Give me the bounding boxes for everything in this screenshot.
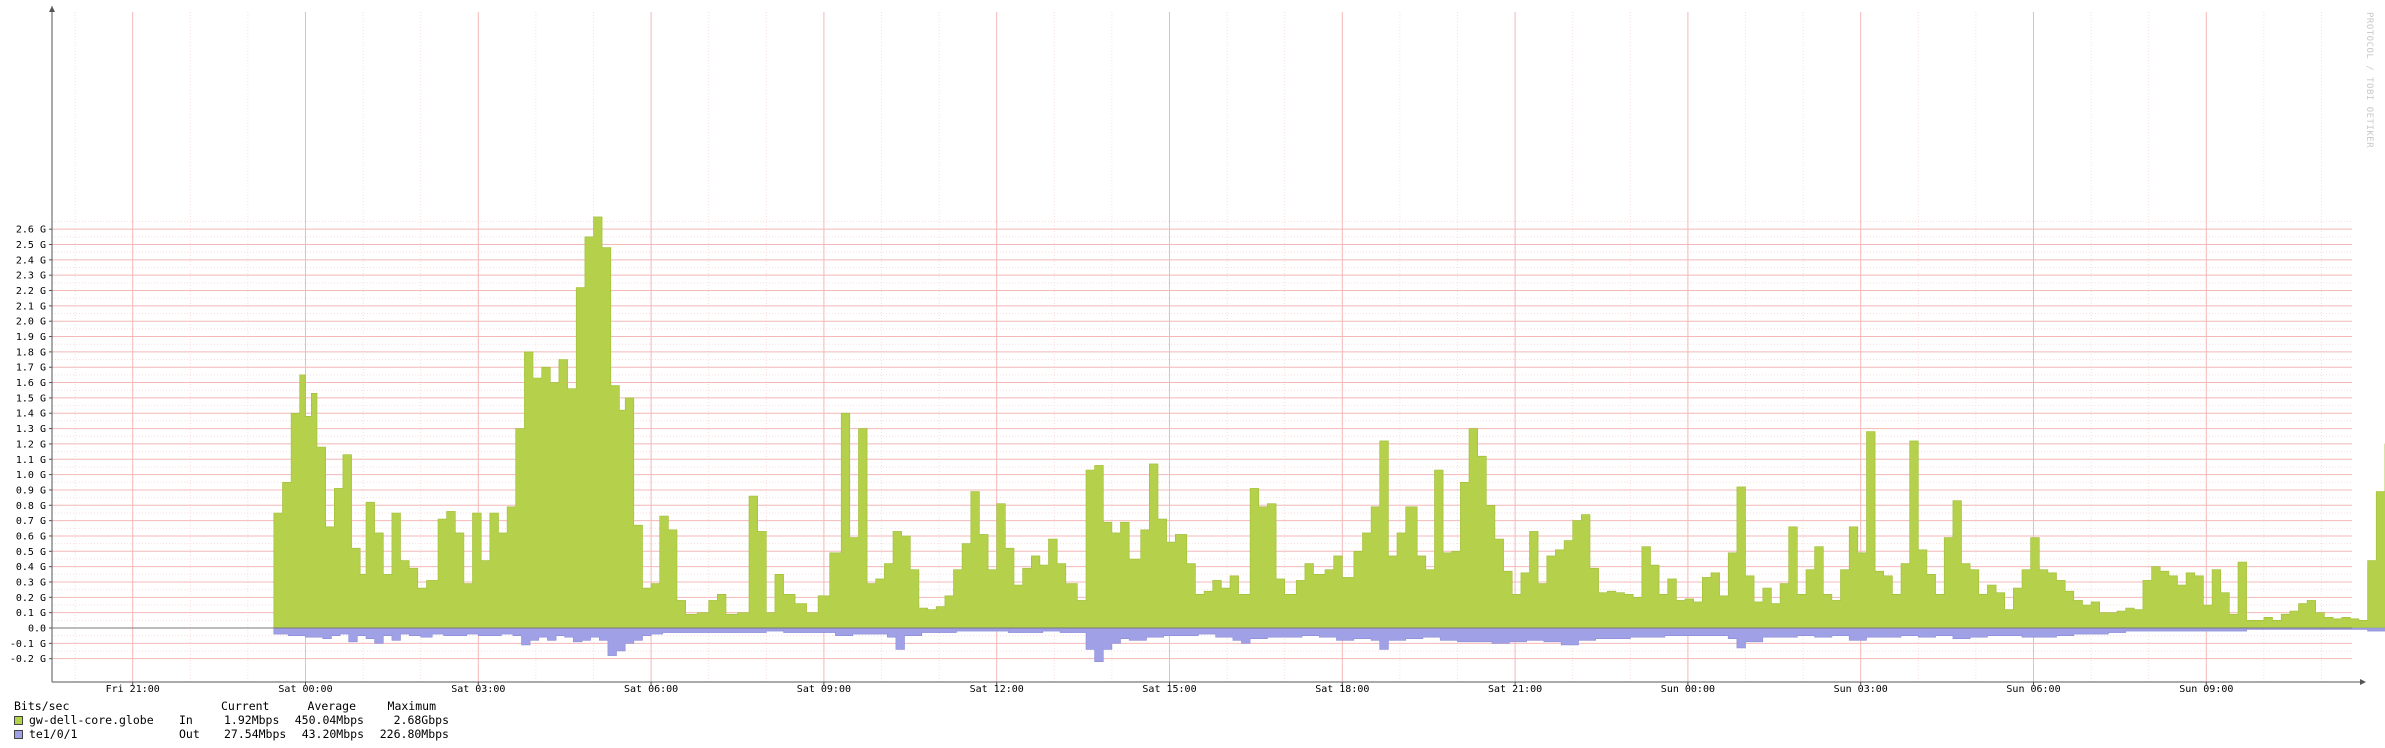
y-tick-label: 1.7 G — [16, 363, 46, 374]
y-tick-label: 1.2 G — [16, 439, 46, 450]
series-out-area — [270, 627, 2385, 662]
y-tick-label: 1.8 G — [16, 347, 46, 358]
y-tick-label: 0.6 G — [16, 531, 46, 542]
x-tick-label: Sun 00:00 — [1661, 684, 1715, 695]
x-tick-label: Sun 03:00 — [1834, 684, 1888, 695]
y-tick-label: 1.4 G — [16, 409, 46, 420]
legend-current-out: 27.54Mbps — [224, 727, 287, 741]
x-tick-label: Sat 18:00 — [1315, 684, 1369, 695]
legend-row-out: te1/0/1 Out 27.54Mbps 43.20Mbps 226.80Mb… — [14, 727, 449, 741]
legend-header-average: Average — [307, 699, 356, 713]
legend-current-in: 1.92Mbps — [224, 713, 280, 727]
legend-dir-out: Out — [179, 727, 200, 741]
x-tick-label: Sat 06:00 — [624, 684, 678, 695]
series-in-path — [270, 216, 2385, 629]
x-tick-labels: Fri 21:00 Sat 00:00 Sat 03:00 Sat 06:00 Sat … — [106, 684, 2234, 695]
legend-name-in: gw-dell-core.globe — [29, 713, 154, 727]
y-tick-label: 2.3 G — [16, 271, 46, 282]
x-tick-label: Sun 06:00 — [2006, 684, 2060, 695]
legend-header-current: Current — [221, 699, 270, 713]
legend: Bits/sec Current Average Maximum gw-dell… — [14, 699, 449, 741]
y-tick-label: 2.0 G — [16, 317, 46, 328]
legend-header-maximum: Maximum — [387, 699, 436, 713]
y-tick-label: 1.0 G — [16, 470, 46, 481]
y-tick-label: 2.5 G — [16, 240, 46, 251]
y-tick-label: 0.5 G — [16, 547, 46, 558]
x-tick-label: Sat 15:00 — [1142, 684, 1196, 695]
y-tick-label: 0.9 G — [16, 485, 46, 496]
y-tick-label: 1.6 G — [16, 378, 46, 389]
y-tick-label: 1.3 G — [16, 424, 46, 435]
legend-average-out: 43.20Mbps — [301, 727, 364, 741]
y-tick-label: 0.2 G — [16, 593, 46, 604]
axes — [49, 6, 2366, 685]
legend-maximum-in: 2.68Gbps — [393, 713, 449, 727]
y-tick-label: 0.3 G — [16, 577, 46, 588]
watermark: PROTOCOL / TOBI OETIKER — [2364, 12, 2374, 149]
y-tick-label: 1.1 G — [16, 455, 46, 466]
legend-units-label: Bits/sec — [14, 699, 70, 713]
y-tick-label: 2.4 G — [16, 255, 46, 266]
x-tick-label: Sat 00:00 — [278, 684, 332, 695]
series-out-path — [270, 627, 2385, 662]
y-tick-label: 2.1 G — [16, 301, 46, 312]
x-axis-arrow — [2360, 679, 2366, 685]
legend-maximum-out: 226.80Mbps — [379, 727, 449, 741]
legend-header: Bits/sec Current Average Maximum — [14, 699, 449, 713]
y-tick-label: 0.1 G — [16, 608, 46, 619]
x-tick-label: Sun 09:00 — [2179, 684, 2233, 695]
y-tick-label: 2.6 G — [16, 225, 46, 236]
legend-name-out: te1/0/1 — [29, 727, 78, 741]
y-tick-label: 2.2 G — [16, 286, 46, 297]
series-in-area — [270, 216, 2385, 629]
x-tick-label: Sat 12:00 — [970, 684, 1024, 695]
y-tick-label: -0.2 G — [10, 654, 46, 665]
legend-average-in: 450.04Mbps — [294, 713, 364, 727]
y-tick-label: 0.4 G — [16, 562, 46, 573]
legend-swatch-out — [14, 729, 23, 739]
x-tick-label: Sat 21:00 — [1488, 684, 1542, 695]
x-tick-label: Sat 03:00 — [451, 684, 505, 695]
x-tick-label: Fri 21:00 — [106, 684, 160, 695]
legend-dir-in: In — [179, 713, 193, 727]
x-tick-label: Sat 09:00 — [797, 684, 851, 695]
y-tick-label: -0.1 G — [10, 639, 46, 650]
y-tick-label: 0.7 G — [16, 516, 46, 527]
y-tick-label: 0.0 — [28, 624, 46, 635]
legend-swatch-in — [14, 715, 23, 725]
y-tick-label: 1.9 G — [16, 332, 46, 343]
y-tick-labels: -0.2 G -0.1 G 0.0 0.1 G 0.2 G 0.3 G 0.4 G 0.5 G… — [10, 225, 46, 666]
y-axis-arrow — [49, 6, 55, 12]
y-tick-label: 0.8 G — [16, 501, 46, 512]
y-tick-label: 1.5 G — [16, 393, 46, 404]
legend-row-in: gw-dell-core.globe In 1.92Mbps 450.04Mbp… — [14, 713, 449, 727]
